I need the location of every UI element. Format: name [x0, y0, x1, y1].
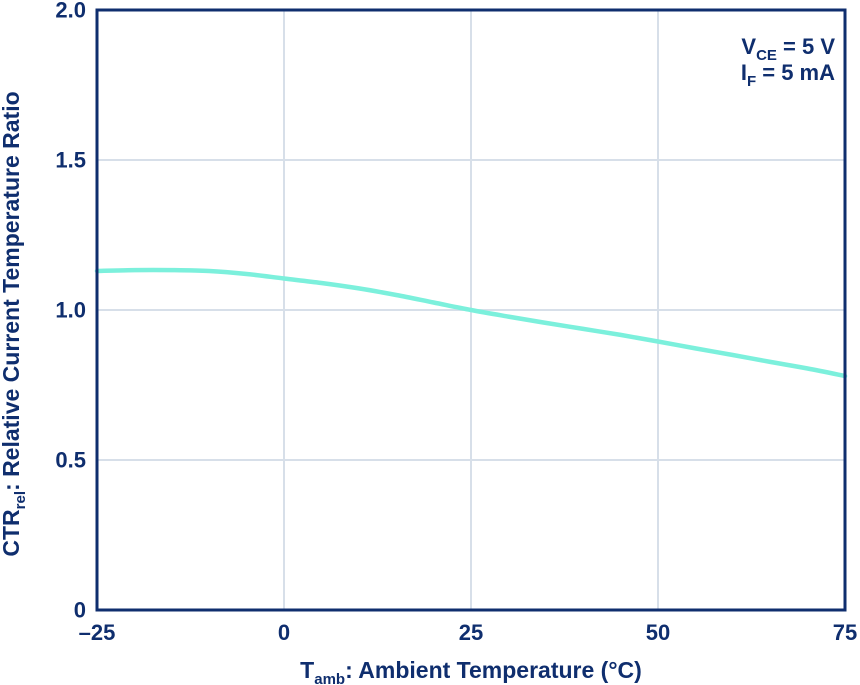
annotation-vce: VCE = 5 V: [741, 34, 835, 64]
y-tick-label: 1.5: [55, 148, 86, 173]
y-axis-label: CTRrel: Relative Current Temperature Rat…: [0, 91, 29, 556]
y-tick-label: 0: [74, 598, 86, 623]
axes: [95, 8, 847, 612]
x-tick-label: 0: [278, 620, 290, 645]
y-tick-labels: 0 0.5 1.0 1.5 2.0: [55, 0, 86, 623]
x-tick-label: –25: [79, 620, 116, 645]
series-layer: [94, 267, 848, 379]
x-tick-label: 25: [459, 620, 483, 645]
y-tick-label: 2.0: [55, 0, 86, 23]
plot-frame: [95, 8, 847, 612]
x-tick-labels: –25 0 25 50 75: [79, 620, 858, 645]
x-tick-label: 50: [646, 620, 670, 645]
y-tick-label: 1.0: [55, 298, 86, 323]
series-line-ctr-rel: [94, 267, 848, 379]
y-tick-label: 0.5: [55, 448, 86, 473]
annotation-if: IF = 5 mA: [741, 60, 835, 90]
x-axis-label: Tamb: Ambient Temperature (°C): [300, 657, 642, 685]
x-tick-label: 75: [833, 620, 857, 645]
